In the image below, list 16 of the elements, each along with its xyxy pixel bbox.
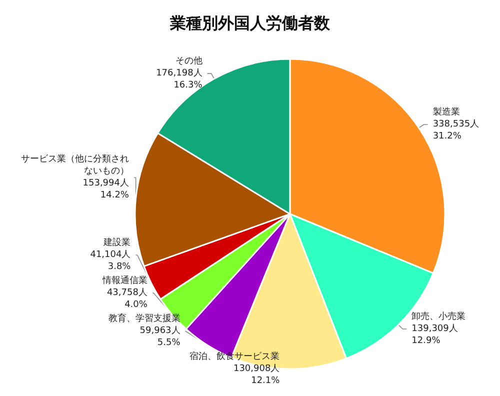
data-label: 139,309人 12.9%	[412, 323, 458, 346]
data-label: 43,758人 4.0%	[106, 287, 148, 310]
data-label: 59,963人 5.5%	[140, 325, 181, 348]
slice-label: 情報通信業	[101, 275, 148, 286]
data-label: 176,198人 16.3%	[156, 68, 203, 91]
slice-label: 建設業	[102, 237, 131, 248]
data-label: 130,908人 12.1%	[233, 363, 280, 386]
data-label: 153,994人 14.2%	[82, 178, 130, 201]
data-label: 338,535人 31.2%	[432, 118, 480, 142]
slice-label: サービス業（他に分類されないもの）	[20, 154, 129, 177]
data-label: 41,104人 3.8%	[90, 249, 132, 272]
slice-label: 製造業	[432, 106, 460, 118]
slice-label: 卸売、小売業	[412, 311, 466, 322]
chart-title: 業種別外国人労働者数	[169, 14, 331, 32]
slice-label: 宿泊、飲食サービス業	[190, 351, 280, 362]
slice-label: その他	[175, 56, 202, 67]
